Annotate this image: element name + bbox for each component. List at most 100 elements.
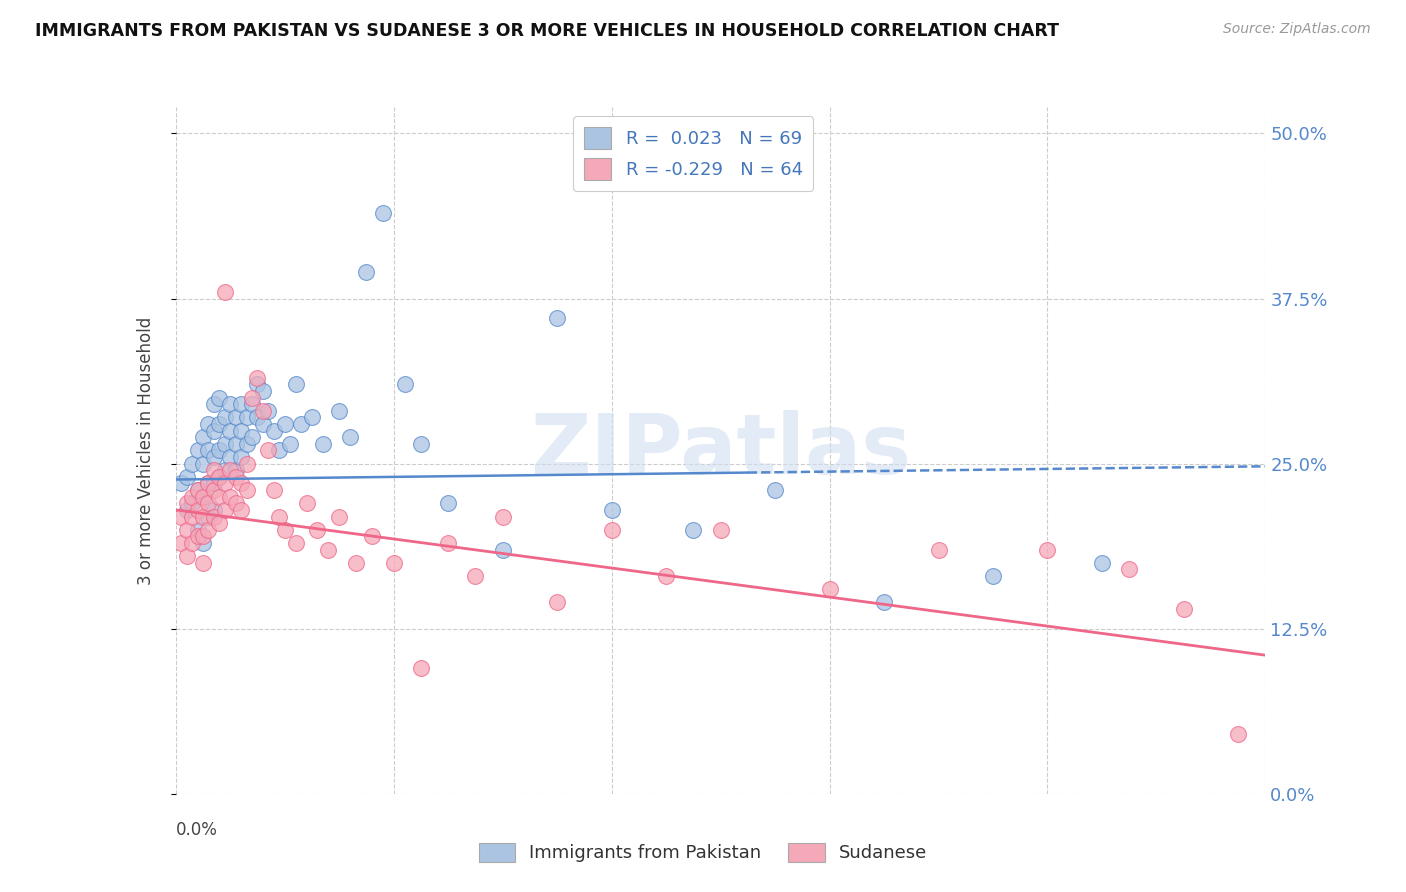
Point: [208, 417, 231, 431]
Point: [208, 470, 231, 484]
Point: [284, 536, 307, 550]
Point: [492, 542, 515, 557]
Point: [170, 536, 193, 550]
Point: [682, 523, 704, 537]
Point: [546, 595, 568, 609]
Point: [928, 542, 950, 557]
Point: [202, 483, 225, 497]
Point: [246, 410, 269, 425]
Point: [290, 417, 312, 431]
Point: [235, 457, 257, 471]
Point: [252, 417, 274, 431]
Point: [208, 443, 231, 458]
Point: [197, 523, 219, 537]
Point: [344, 556, 367, 570]
Point: [197, 417, 219, 431]
Point: [231, 424, 253, 438]
Point: [202, 509, 225, 524]
Point: [655, 569, 678, 583]
Point: [1227, 727, 1250, 741]
Point: [191, 556, 214, 570]
Point: [231, 476, 253, 491]
Point: [225, 470, 247, 484]
Point: [240, 397, 263, 411]
Point: [1091, 556, 1114, 570]
Point: [208, 470, 231, 484]
Point: [186, 503, 209, 517]
Point: [202, 424, 225, 438]
Point: [197, 509, 219, 524]
Point: [240, 391, 263, 405]
Point: [246, 371, 269, 385]
Point: [208, 516, 231, 530]
Point: [214, 476, 236, 491]
Point: [312, 437, 335, 451]
Point: [763, 483, 786, 497]
Point: [197, 476, 219, 491]
Point: [981, 569, 1004, 583]
Point: [339, 430, 361, 444]
Point: [202, 463, 225, 477]
Point: [197, 496, 219, 510]
Point: [235, 483, 257, 497]
Point: [186, 529, 209, 543]
Point: [409, 437, 432, 451]
Point: [186, 443, 209, 458]
Point: [492, 509, 515, 524]
Point: [197, 443, 219, 458]
Point: [284, 377, 307, 392]
Point: [214, 285, 236, 299]
Point: [818, 582, 841, 596]
Text: ZIPatlas: ZIPatlas: [530, 410, 911, 491]
Point: [231, 397, 253, 411]
Point: [1118, 562, 1140, 576]
Point: [181, 496, 204, 510]
Point: [186, 483, 209, 497]
Point: [1173, 602, 1195, 616]
Point: [269, 509, 291, 524]
Point: [208, 391, 231, 405]
Point: [246, 377, 269, 392]
Point: [1036, 542, 1059, 557]
Point: [409, 661, 432, 675]
Point: [318, 542, 340, 557]
Point: [170, 476, 193, 491]
Point: [231, 450, 253, 464]
Legend: Immigrants from Pakistan, Sudanese: Immigrants from Pakistan, Sudanese: [471, 836, 935, 870]
Point: [546, 311, 568, 326]
Point: [263, 483, 285, 497]
Point: [301, 410, 323, 425]
Point: [225, 437, 247, 451]
Point: [170, 509, 193, 524]
Point: [278, 437, 301, 451]
Point: [219, 490, 242, 504]
Point: [214, 410, 236, 425]
Y-axis label: 3 or more Vehicles in Household: 3 or more Vehicles in Household: [136, 317, 155, 584]
Point: [263, 424, 285, 438]
Point: [225, 410, 247, 425]
Point: [186, 523, 209, 537]
Point: [181, 536, 204, 550]
Point: [252, 404, 274, 418]
Point: [257, 443, 280, 458]
Point: [176, 549, 198, 563]
Point: [231, 503, 253, 517]
Point: [208, 490, 231, 504]
Point: [214, 463, 236, 477]
Point: [274, 523, 297, 537]
Point: [191, 430, 214, 444]
Point: [394, 377, 416, 392]
Point: [202, 476, 225, 491]
Point: [873, 595, 896, 609]
Point: [176, 523, 198, 537]
Point: [225, 496, 247, 510]
Point: [202, 450, 225, 464]
Point: [371, 205, 394, 219]
Point: [269, 443, 291, 458]
Point: [176, 470, 198, 484]
Point: [219, 450, 242, 464]
Point: [235, 437, 257, 451]
Point: [600, 523, 623, 537]
Point: [307, 523, 329, 537]
Point: [191, 490, 214, 504]
